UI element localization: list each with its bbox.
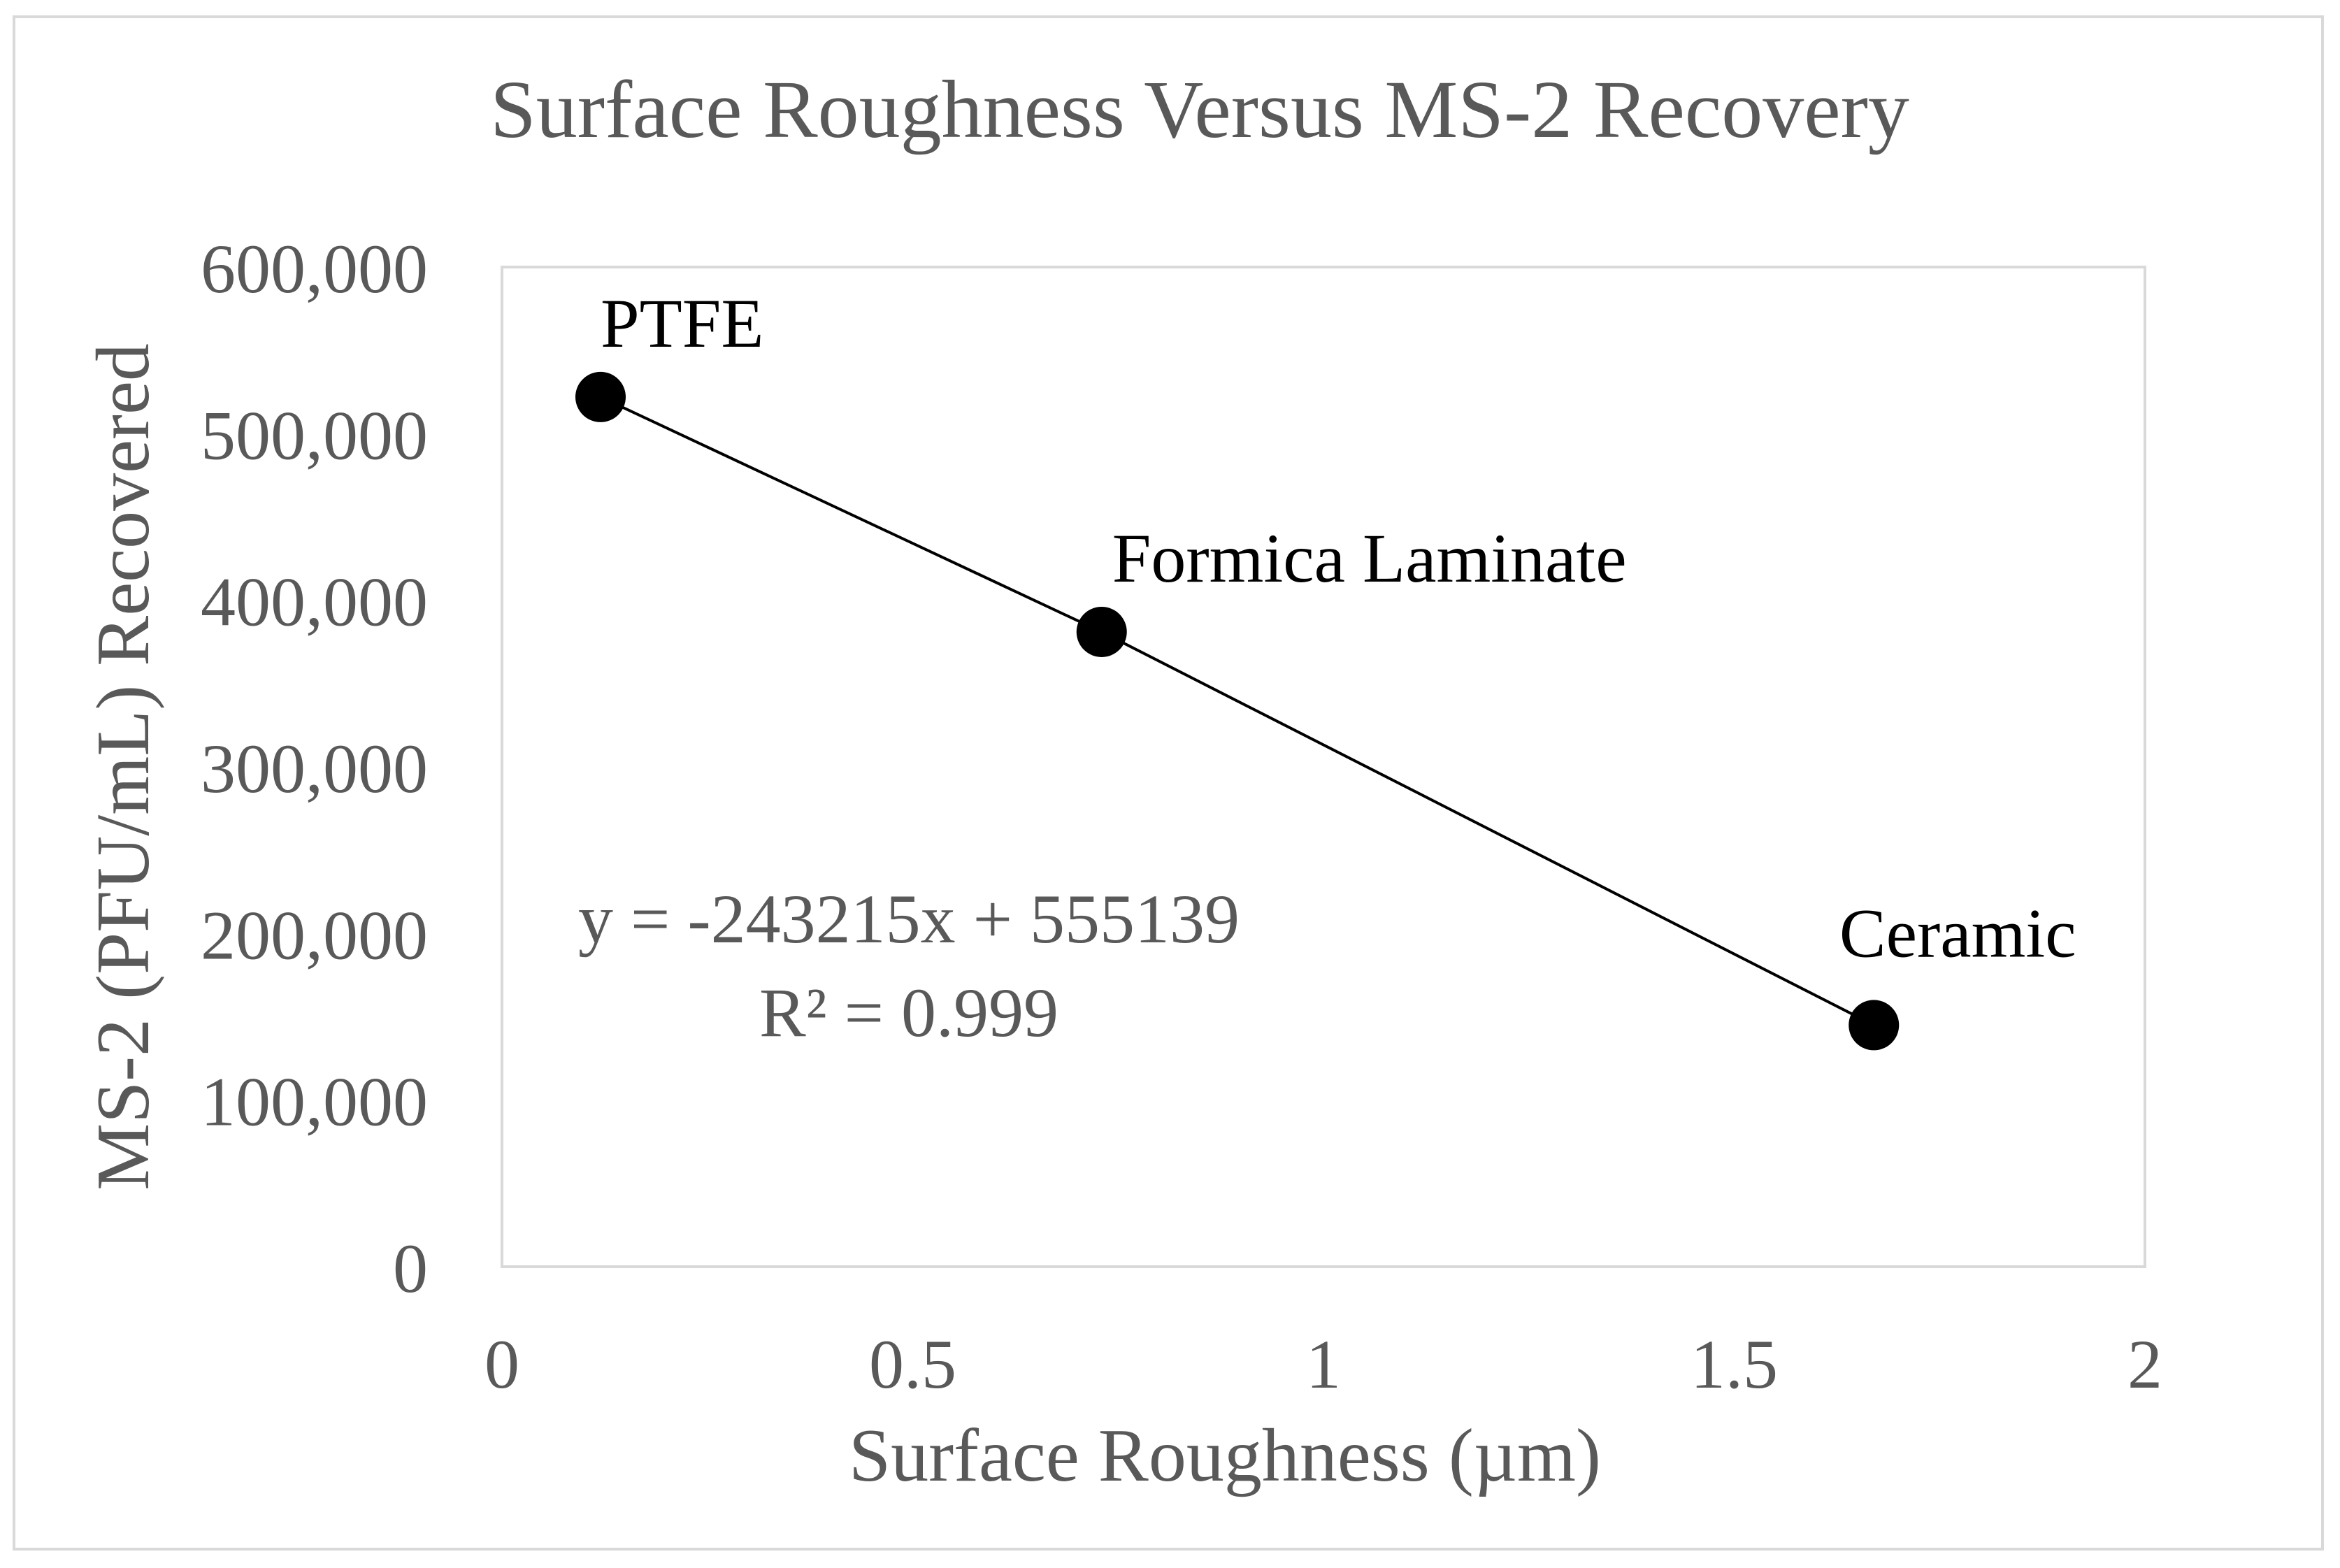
x-tick-label: 0 xyxy=(484,1325,519,1403)
x-axis-label: Surface Roughness (µm) xyxy=(849,1414,1601,1497)
y-tick-label: 600,000 xyxy=(201,230,428,308)
y-tick-label: 400,000 xyxy=(201,563,428,641)
plot-area-border xyxy=(501,266,2146,1268)
y-tick-label: 200,000 xyxy=(201,896,428,974)
data-points-group: PTFE Formica Laminate Ceramic xyxy=(575,285,2076,1051)
y-axis-label: MS-2 (PFU/mL) Recovered xyxy=(82,343,165,1191)
y-tick-label: 500,000 xyxy=(201,396,428,474)
x-tick-label: 2 xyxy=(2127,1325,2162,1403)
x-tick-label: 1.5 xyxy=(1691,1325,1778,1403)
x-tick-label: 1 xyxy=(1306,1325,1341,1403)
y-tick-label: 0 xyxy=(393,1230,428,1307)
y-axis-tick-labels: 0 100,000 200,000 300,000 400,000 500,000 600,… xyxy=(201,230,428,1307)
x-tick-label: 0.5 xyxy=(869,1325,956,1403)
chart-title: Surface Roughness Versus MS-2 Recovery xyxy=(490,64,1909,155)
y-tick-label: 100,000 xyxy=(201,1063,428,1141)
data-point-label: PTFE xyxy=(601,285,763,362)
data-point xyxy=(1849,1000,1900,1051)
data-point xyxy=(575,371,626,422)
data-point-label: Ceramic xyxy=(1839,894,2076,972)
y-tick-label: 300,000 xyxy=(201,730,428,807)
trendline-r-squared: R² = 0.999 xyxy=(759,974,1058,1051)
data-point-label: Formica Laminate xyxy=(1112,519,1627,597)
trendline-equation: y = -243215x + 555139 xyxy=(578,880,1240,958)
data-point xyxy=(1076,606,1127,657)
chart-frame xyxy=(13,15,2324,1551)
x-axis-tick-labels: 0 0.5 1 1.5 2 xyxy=(484,1325,2162,1403)
